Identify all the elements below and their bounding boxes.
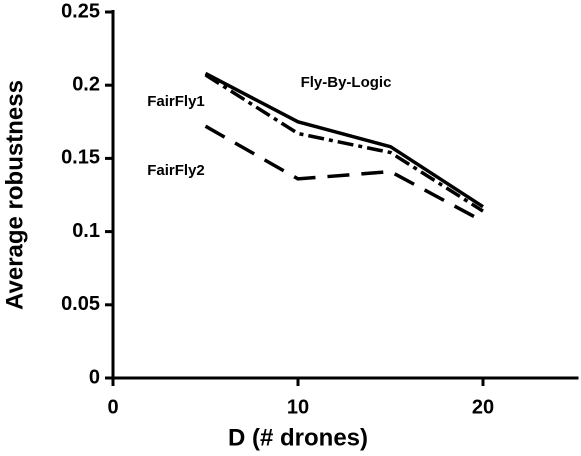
x-tick-label: 0 [107,396,118,418]
series-label: FairFly2 [147,162,205,179]
y-tick-label: 0.1 [72,220,100,242]
y-tick-label: 0.05 [61,293,100,315]
x-tick-label: 20 [472,396,494,418]
x-tick-label: 10 [287,396,309,418]
series-line [204,124,484,223]
series-label: FairFly1 [147,93,205,110]
y-tick-label: 0.2 [72,73,100,95]
y-tick-label: 0.25 [61,0,100,22]
series-label: Fly-By-Logic [301,74,392,91]
y-tick-label: 0.15 [61,147,100,169]
x-axis-label: D (# drones) [228,424,368,451]
y-tick-label: 0 [89,366,100,388]
series-line [204,73,484,213]
series-line [204,71,484,209]
y-axis-label: Average robustness [1,80,28,310]
